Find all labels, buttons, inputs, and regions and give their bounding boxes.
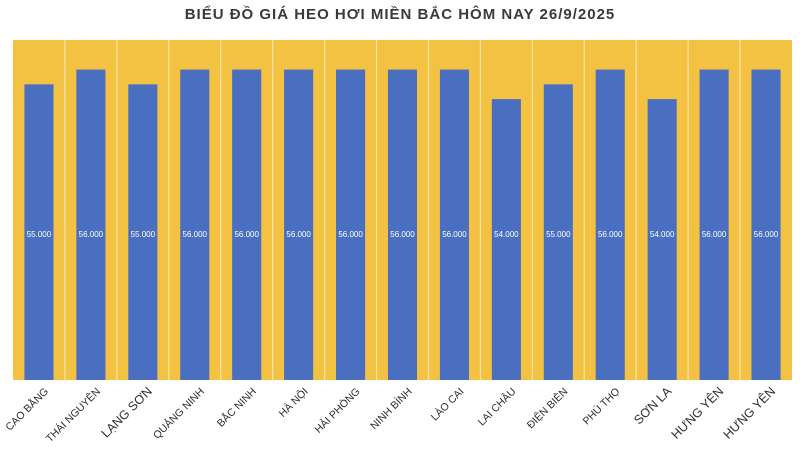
- bar-value-label: 55.000: [546, 230, 571, 239]
- bar: [491, 99, 521, 380]
- category-tick-label: ĐIỆN BIÊN: [524, 385, 570, 431]
- bar-value-label: 56.000: [598, 230, 623, 239]
- bar: [387, 69, 418, 380]
- category-tick-label: PHÚ THỌ: [580, 385, 622, 427]
- category-tick-label: HÀ NỘI: [276, 385, 311, 420]
- bar: [128, 84, 158, 380]
- bar: [180, 69, 210, 380]
- bar: [647, 99, 677, 380]
- category-tick-label: SƠN LA: [631, 384, 674, 427]
- bar: [232, 69, 262, 380]
- category-tick-label: BẮC NINH: [214, 385, 259, 430]
- bar-value-label: 54.000: [650, 230, 675, 239]
- bar-value-label: 56.000: [286, 230, 311, 239]
- category-tick-label: QUẢNG NINH: [150, 385, 207, 442]
- bar-value-label: 56.000: [234, 230, 259, 239]
- bar: [439, 69, 469, 380]
- category-tick-label: HƯNG YÊN: [720, 384, 778, 442]
- bar: [699, 69, 729, 380]
- category-tick-label: NINH BÌNH: [367, 385, 414, 432]
- bar: [284, 69, 314, 380]
- bar: [543, 84, 573, 380]
- bar-value-label: 56.000: [338, 230, 363, 239]
- bar: [595, 69, 625, 380]
- bar-value-label: 56.000: [183, 230, 208, 239]
- category-tick-label: HẢI PHÒNG: [312, 385, 363, 436]
- bar: [751, 69, 781, 380]
- bar-value-label: 56.000: [754, 230, 779, 239]
- bar-value-label: 56.000: [79, 230, 104, 239]
- bar-value-label: 55.000: [27, 230, 52, 239]
- category-tick-label: LAI CHÂU: [475, 385, 518, 428]
- category-tick-label: LÀO CAI: [428, 385, 466, 423]
- bar: [76, 69, 106, 380]
- bar: [24, 84, 54, 380]
- category-tick-label: CAO BẰNG: [3, 385, 51, 433]
- bar-value-label: 56.000: [442, 230, 467, 239]
- category-tick-label: LẠNG SƠN: [99, 384, 155, 440]
- bar-value-label: 54.000: [494, 230, 519, 239]
- bar-value-label: 56.000: [390, 230, 415, 239]
- category-tick-label: HƯNG YÊN: [668, 384, 726, 442]
- chart-title: BIỂU ĐỒ GIÁ HEO HƠI MIỀN BẮC HÔM NAY 26/…: [184, 6, 616, 23]
- category-tick-label: THÁI NGUYÊN: [43, 385, 103, 445]
- bar: [336, 69, 366, 380]
- bar-value-label: 55.000: [131, 230, 156, 239]
- bar-value-label: 56.000: [702, 230, 727, 239]
